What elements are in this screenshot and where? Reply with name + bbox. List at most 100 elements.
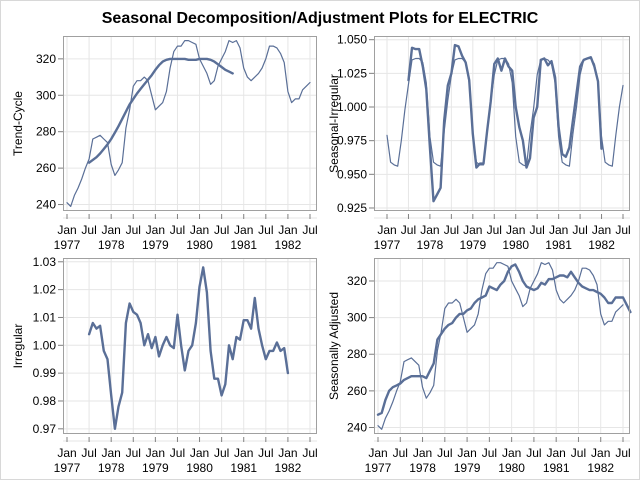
x-tick-label-month: Jan [190,223,209,237]
y-tick-label: 240 [347,421,367,435]
x-tick-label-month: Jul [81,223,96,237]
chart-title: Seasonal Decomposition/Adjustment Plots … [101,10,539,27]
x-tick-label-year: 1979 [459,238,486,252]
x-tick-label-month: Jul [393,446,408,460]
y-tick-label: 1.02 [33,283,57,297]
y-tick-label: 0.99 [33,366,57,380]
y-tick-label: 300 [347,311,367,325]
x-tick-label-month: Jul [615,223,630,237]
x-tick-label-month: Jul [302,223,317,237]
x-tick-label-month: Jan [592,223,611,237]
x-tick-label-month: Jan [234,223,253,237]
x-tick-label-year: 1977 [54,461,81,475]
y-axis-label-seasadj: Seasonally Adjusted [327,292,341,400]
x-tick-label-month: Jan [278,446,297,460]
x-tick-label-year: 1980 [186,461,213,475]
x-tick-label-year: 1981 [545,238,572,252]
y-tick-label: 1.025 [337,66,367,80]
x-tick-label-year: 1982 [275,238,302,252]
x-tick-label-year: 1981 [543,461,570,475]
series-line-trend-cycle [87,57,234,164]
x-tick-label-month: Jul [258,446,273,460]
y-tick-label: 1.050 [337,33,367,47]
x-tick-label-month: Jan [377,223,396,237]
y-tick-label: 1.00 [33,338,57,352]
x-tick-label-year: 1981 [230,238,257,252]
x-tick-label-month: Jul [126,446,141,460]
plot-frame-trend [63,36,317,211]
plot-frame-seasadj [374,258,630,434]
plot-frame-seasirr [374,36,630,211]
x-tick-label-month: Jul [526,446,541,460]
x-tick-label-month: Jul [81,446,96,460]
y-tick-label: 260 [347,384,367,398]
x-tick-label-month: Jan [368,446,387,460]
series-line-si-ratios [407,43,603,203]
x-tick-label-month: Jan [57,446,76,460]
x-tick-label-month: Jul [487,223,502,237]
y-tick-label: 0.97 [33,422,57,436]
x-tick-label-month: Jul [126,223,141,237]
x-tick-label-year: 1980 [186,238,213,252]
x-tick-label-year: 1982 [588,238,615,252]
y-axis-label-irregular: Irregular [11,324,25,369]
x-tick-label-month: Jul [258,223,273,237]
x-tick-label-month: Jul [214,223,229,237]
x-tick-label-month: Jan [102,223,121,237]
plot-frame-irregular [63,258,317,434]
y-tick-label: 1.03 [33,255,57,269]
y-axis-label-trend: Trend-Cycle [11,91,25,156]
x-tick-label-month: Jan [190,446,209,460]
x-tick-label-month: Jul [170,223,185,237]
series-line-original [377,262,624,430]
x-tick-label-year: 1978 [409,461,436,475]
x-tick-label-year: 1980 [498,461,525,475]
x-tick-label-month: Jan [591,446,610,460]
x-tick-label-month: Jan [234,446,253,460]
y-tick-label: 280 [347,347,367,361]
x-tick-label-month: Jul [482,446,497,460]
y-tick-label: 0.925 [337,201,367,215]
x-tick-label-year: 1982 [275,461,302,475]
x-tick-label-month: Jan [547,446,566,460]
y-tick-label: 320 [347,274,367,288]
x-tick-label-year: 1978 [98,461,125,475]
y-tick-label: 1.000 [337,100,367,114]
y-tick-label: 240 [36,198,56,212]
x-tick-label-month: Jul [615,446,630,460]
x-tick-label-month: Jul [170,446,185,460]
y-tick-label: 260 [36,161,56,175]
x-tick-label-month: Jul [401,223,416,237]
x-tick-label-month: Jul [572,223,587,237]
x-tick-label-year: 1977 [374,238,401,252]
y-axis-label-seasirr: Seasonal-Irregular [327,74,341,173]
y-tick-label: 1.01 [33,310,57,324]
x-tick-label-year: 1977 [54,238,81,252]
y-tick-label: 320 [36,52,56,66]
x-tick-label-month: Jul [437,446,452,460]
x-tick-label-month: Jan [146,223,165,237]
x-tick-label-month: Jul [214,446,229,460]
y-tick-label: 280 [36,125,56,139]
x-tick-label-month: Jan [457,446,476,460]
x-tick-label-month: Jul [302,446,317,460]
x-tick-label-year: 1979 [142,238,169,252]
x-tick-label-year: 1979 [454,461,481,475]
y-tick-label: 0.950 [337,167,367,181]
x-tick-label-month: Jan [57,223,76,237]
series-line-irregular [87,266,290,430]
x-tick-label-month: Jan [102,446,121,460]
x-tick-label-month: Jan [506,223,525,237]
x-tick-label-year: 1977 [365,461,392,475]
x-tick-label-month: Jan [146,446,165,460]
x-tick-label-year: 1981 [230,461,257,475]
x-tick-label-year: 1978 [98,238,125,252]
x-tick-label-month: Jan [502,446,521,460]
y-tick-label: 0.98 [33,394,57,408]
x-tick-label-month: Jan [549,223,568,237]
series-line-seasonally-adjusted [376,263,632,416]
x-tick-label-month: Jul [444,223,459,237]
x-tick-label-month: Jul [530,223,545,237]
x-tick-label-year: 1982 [587,461,614,475]
